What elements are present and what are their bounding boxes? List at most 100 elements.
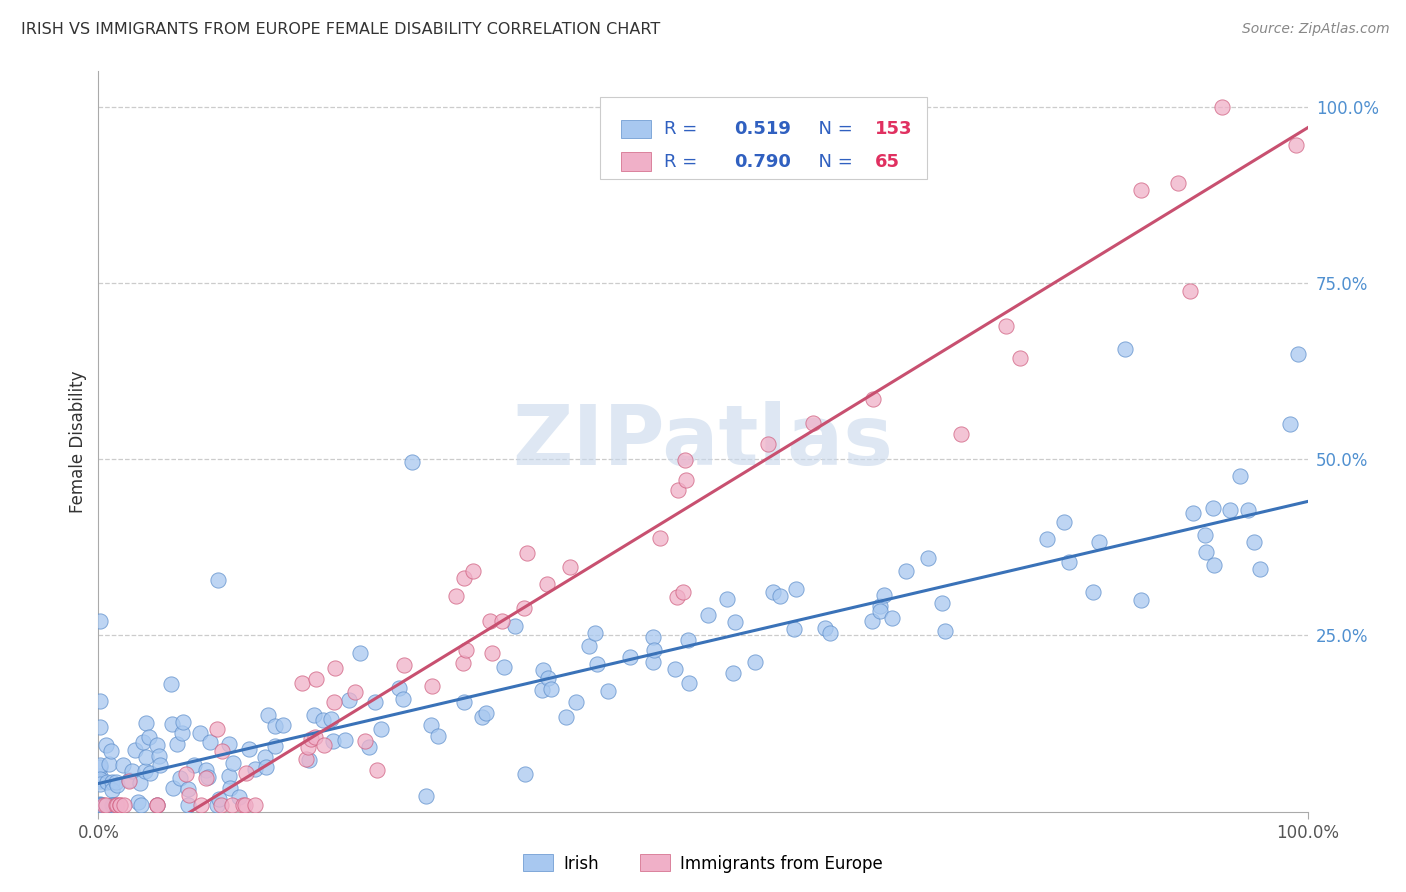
Point	[344, 685, 367, 699]
Point	[1229, 468, 1251, 483]
Point	[89, 797, 111, 812]
Point	[312, 713, 335, 727]
Point	[664, 662, 686, 676]
Point	[1081, 585, 1104, 599]
Point	[461, 564, 484, 578]
Point	[89, 797, 111, 812]
Point	[931, 596, 953, 610]
Point	[650, 532, 672, 546]
Point	[291, 676, 314, 690]
Point	[91, 797, 114, 812]
Point	[135, 716, 157, 731]
Point	[322, 695, 344, 709]
Point	[89, 694, 111, 708]
Point	[89, 797, 111, 812]
Point	[149, 757, 172, 772]
Point	[516, 546, 538, 560]
Point	[174, 766, 197, 780]
Point	[471, 710, 494, 724]
Point	[207, 573, 229, 587]
Point	[641, 655, 664, 669]
Point	[401, 455, 423, 469]
Text: N =: N =	[807, 153, 859, 170]
Point	[333, 732, 356, 747]
Point	[118, 773, 141, 788]
Point	[105, 797, 128, 812]
Point	[531, 663, 554, 677]
Point	[89, 614, 111, 628]
Point	[129, 797, 152, 812]
Point	[221, 797, 243, 812]
Point	[121, 764, 143, 778]
Point	[1178, 284, 1201, 298]
Point	[89, 772, 111, 787]
Point	[209, 797, 232, 812]
Point	[934, 624, 956, 639]
Point	[89, 776, 111, 790]
Text: R =: R =	[664, 120, 709, 138]
Y-axis label: Female Disability: Female Disability	[69, 370, 87, 513]
Text: Source: ZipAtlas.com: Source: ZipAtlas.com	[1241, 22, 1389, 37]
Point	[676, 632, 699, 647]
Text: IRISH VS IMMIGRANTS FROM EUROPE FEMALE DISABILITY CORRELATION CHART: IRISH VS IMMIGRANTS FROM EUROPE FEMALE D…	[21, 22, 661, 37]
Point	[1129, 593, 1152, 607]
Point	[1053, 515, 1076, 529]
Point	[145, 738, 167, 752]
Point	[188, 726, 211, 740]
Point	[1130, 183, 1153, 197]
Point	[177, 789, 200, 803]
Point	[89, 720, 111, 734]
Point	[305, 672, 328, 686]
Point	[124, 743, 146, 757]
Point	[619, 649, 641, 664]
Point	[100, 744, 122, 758]
Point	[160, 677, 183, 691]
Point	[643, 643, 665, 657]
Point	[453, 571, 475, 585]
Point	[678, 676, 700, 690]
Point	[323, 661, 346, 675]
Point	[243, 762, 266, 776]
Point	[299, 732, 322, 747]
Point	[304, 730, 326, 744]
Point	[100, 775, 122, 789]
Point	[295, 752, 318, 766]
Point	[97, 757, 120, 772]
Point	[1114, 342, 1136, 356]
Point	[1236, 503, 1258, 517]
Point	[108, 797, 131, 812]
Point	[257, 708, 280, 723]
Point	[665, 590, 688, 604]
Text: 153: 153	[875, 120, 912, 138]
Point	[860, 614, 883, 628]
Point	[454, 643, 477, 657]
Point	[218, 769, 240, 783]
Point	[598, 684, 620, 698]
Point	[105, 778, 128, 792]
Point	[558, 560, 581, 574]
Point	[89, 797, 111, 811]
Point	[801, 417, 824, 431]
Point	[723, 665, 745, 680]
Text: 0.519: 0.519	[734, 120, 792, 138]
Text: ZIPatlas: ZIPatlas	[513, 401, 893, 482]
Point	[105, 774, 128, 789]
Point	[537, 672, 560, 686]
Point	[744, 655, 766, 669]
Point	[673, 453, 696, 467]
Point	[364, 695, 387, 709]
Point	[118, 774, 141, 789]
Point	[675, 473, 697, 487]
Point	[451, 656, 474, 670]
Point	[297, 740, 319, 755]
Point	[1167, 176, 1189, 190]
Point	[253, 749, 276, 764]
Point	[172, 715, 194, 730]
Point	[194, 763, 217, 777]
Point	[762, 585, 785, 599]
Point	[1243, 535, 1265, 549]
Point	[96, 738, 118, 752]
Text: N =: N =	[807, 120, 859, 138]
Point	[578, 639, 600, 653]
Point	[183, 758, 205, 772]
